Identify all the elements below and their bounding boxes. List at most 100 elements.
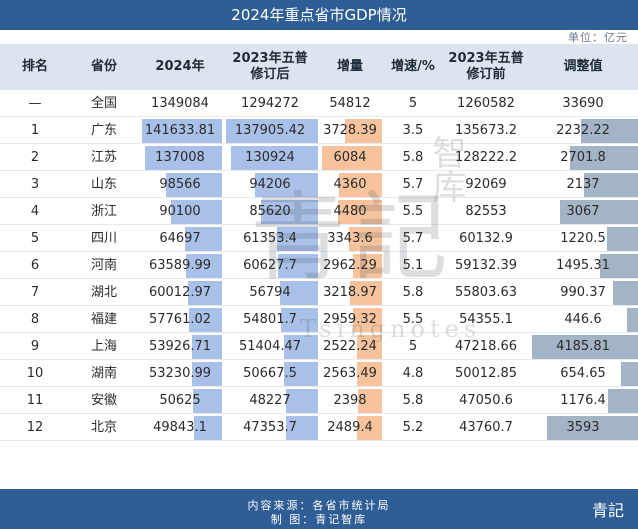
- table-cell: 福建: [90, 312, 117, 327]
- column-header: 增量: [336, 59, 363, 74]
- adjustment-bar: [583, 172, 638, 197]
- adjustment-bar: [608, 388, 638, 413]
- gdp-2023-revised-bar: [230, 145, 318, 170]
- table-cell: 广东: [90, 123, 117, 138]
- table-cell: 94206: [249, 177, 291, 192]
- table-cell: 47050.6: [459, 393, 513, 408]
- gdp-2024-bar: [185, 226, 222, 251]
- gdp-2023-revised-bar: [285, 388, 318, 413]
- table-cell: 54812: [329, 96, 371, 111]
- table-cell: 11: [26, 393, 44, 408]
- table-cell: 60012.97: [148, 285, 212, 300]
- table-cell: 5: [408, 339, 418, 354]
- adjustment-bar: [532, 334, 638, 359]
- table-cell: 128222.2: [454, 150, 518, 165]
- increase-bar: [352, 307, 382, 332]
- table-cell: 48227: [249, 393, 291, 408]
- table-cell: 湖南: [90, 366, 117, 381]
- adjustment-bar: [621, 361, 638, 386]
- page-title: 2024年重点省市GDP情况: [0, 0, 638, 30]
- table-cell: 2398: [333, 393, 367, 408]
- table-cell: 全国: [90, 96, 117, 111]
- table-cell: 12: [26, 420, 44, 435]
- gdp-2024-bar: [189, 307, 222, 332]
- increase-bar: [339, 172, 382, 197]
- gdp-2023-revised-bar: [226, 118, 318, 143]
- table-cell: 5.1: [402, 258, 424, 273]
- table-cell: 5.8: [402, 285, 424, 300]
- gdp-2023-revised-bar: [255, 172, 318, 197]
- table-cell: 47353.7: [243, 420, 297, 435]
- table-cell: 10: [26, 366, 44, 381]
- unit-label: 单位：亿元: [568, 31, 628, 44]
- adjustment-bar: [612, 280, 638, 305]
- table-cell: 137905.42: [234, 123, 306, 138]
- table-cell: 63589.99: [148, 258, 212, 273]
- table-cell: 55803.63: [454, 285, 518, 300]
- table-cell: 54801.7: [243, 312, 297, 327]
- adjustment-bar: [547, 415, 638, 440]
- gdp-2024-bar: [171, 199, 222, 224]
- gdp-2023-revised-bar: [286, 415, 318, 440]
- table-cell: 57761.02: [148, 312, 212, 327]
- increase-bar: [357, 415, 382, 440]
- table-cell: 湖北: [90, 285, 117, 300]
- table-cell: 2522.24: [323, 339, 377, 354]
- table-cell: 446.6: [564, 312, 602, 327]
- table-cell: 50012.85: [454, 366, 518, 381]
- gdp-2023-revised-bar: [281, 307, 318, 332]
- increase-bar: [357, 334, 382, 359]
- table-cell: 8: [30, 312, 40, 327]
- row-divider: [0, 170, 638, 171]
- table-cell: 四川: [90, 231, 117, 246]
- table-cell: 33690: [562, 96, 604, 111]
- increase-bar: [349, 226, 382, 251]
- table-cell: 2137: [566, 177, 600, 192]
- table-cell: 59132.39: [454, 258, 518, 273]
- table-cell: 5.7: [402, 231, 424, 246]
- table-cell: 1: [30, 123, 40, 138]
- increase-bar: [345, 118, 382, 143]
- table-cell: 6084: [333, 150, 367, 165]
- table-cell: 北京: [90, 420, 117, 435]
- table-cell: 浙江: [90, 204, 117, 219]
- table-cell: 2959.32: [323, 312, 377, 327]
- table-cell: 141633.81: [144, 123, 216, 138]
- column-header: 2023年五普 修订前: [448, 51, 524, 82]
- row-divider: [0, 143, 638, 144]
- column-header: 省份: [90, 59, 117, 74]
- table-cell: 60627.7: [243, 258, 297, 273]
- row-divider: [0, 116, 638, 117]
- footer-logo: 青記: [591, 501, 624, 520]
- table-cell: 9: [30, 339, 40, 354]
- table-cell: 54355.1: [459, 312, 513, 327]
- table-cell: 50667.5: [243, 366, 297, 381]
- table-cell: 上海: [90, 339, 117, 354]
- table-cell: 5.5: [402, 312, 424, 327]
- table-cell: 53230.99: [148, 366, 212, 381]
- column-header: 2023年五普 修订后: [232, 51, 308, 82]
- row-divider: [0, 332, 638, 333]
- table-cell: 137008: [155, 150, 205, 165]
- gdp-2024-bar: [193, 415, 222, 440]
- row-divider: [0, 251, 638, 252]
- gdp-2023-revised-bar: [277, 253, 318, 278]
- table-cell: 2489.4: [327, 420, 373, 435]
- adjustment-bar: [626, 307, 638, 332]
- table-cell: 5: [30, 231, 40, 246]
- gdp-2024-bar: [193, 388, 222, 413]
- table-cell: 2: [30, 150, 40, 165]
- row-divider: [0, 386, 638, 387]
- table-cell: 654.65: [560, 366, 606, 381]
- table-cell: 92069: [465, 177, 507, 192]
- table-cell: 3728.39: [323, 123, 377, 138]
- table-cell: 7: [30, 285, 40, 300]
- table-header-bg: [0, 44, 638, 90]
- table-cell: 1495.31: [556, 258, 610, 273]
- table-cell: 85620: [249, 204, 291, 219]
- increase-bar: [337, 199, 382, 224]
- table-cell: 1294272: [241, 96, 299, 111]
- column-header: 2024年: [155, 59, 205, 74]
- table-cell: 3067: [566, 204, 600, 219]
- table-cell: 5.2: [402, 420, 424, 435]
